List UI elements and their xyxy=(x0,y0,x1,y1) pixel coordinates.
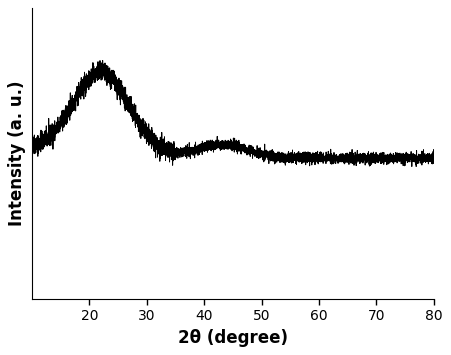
X-axis label: 2θ (degree): 2θ (degree) xyxy=(178,329,288,347)
Y-axis label: Intensity (a. u.): Intensity (a. u.) xyxy=(8,81,26,226)
